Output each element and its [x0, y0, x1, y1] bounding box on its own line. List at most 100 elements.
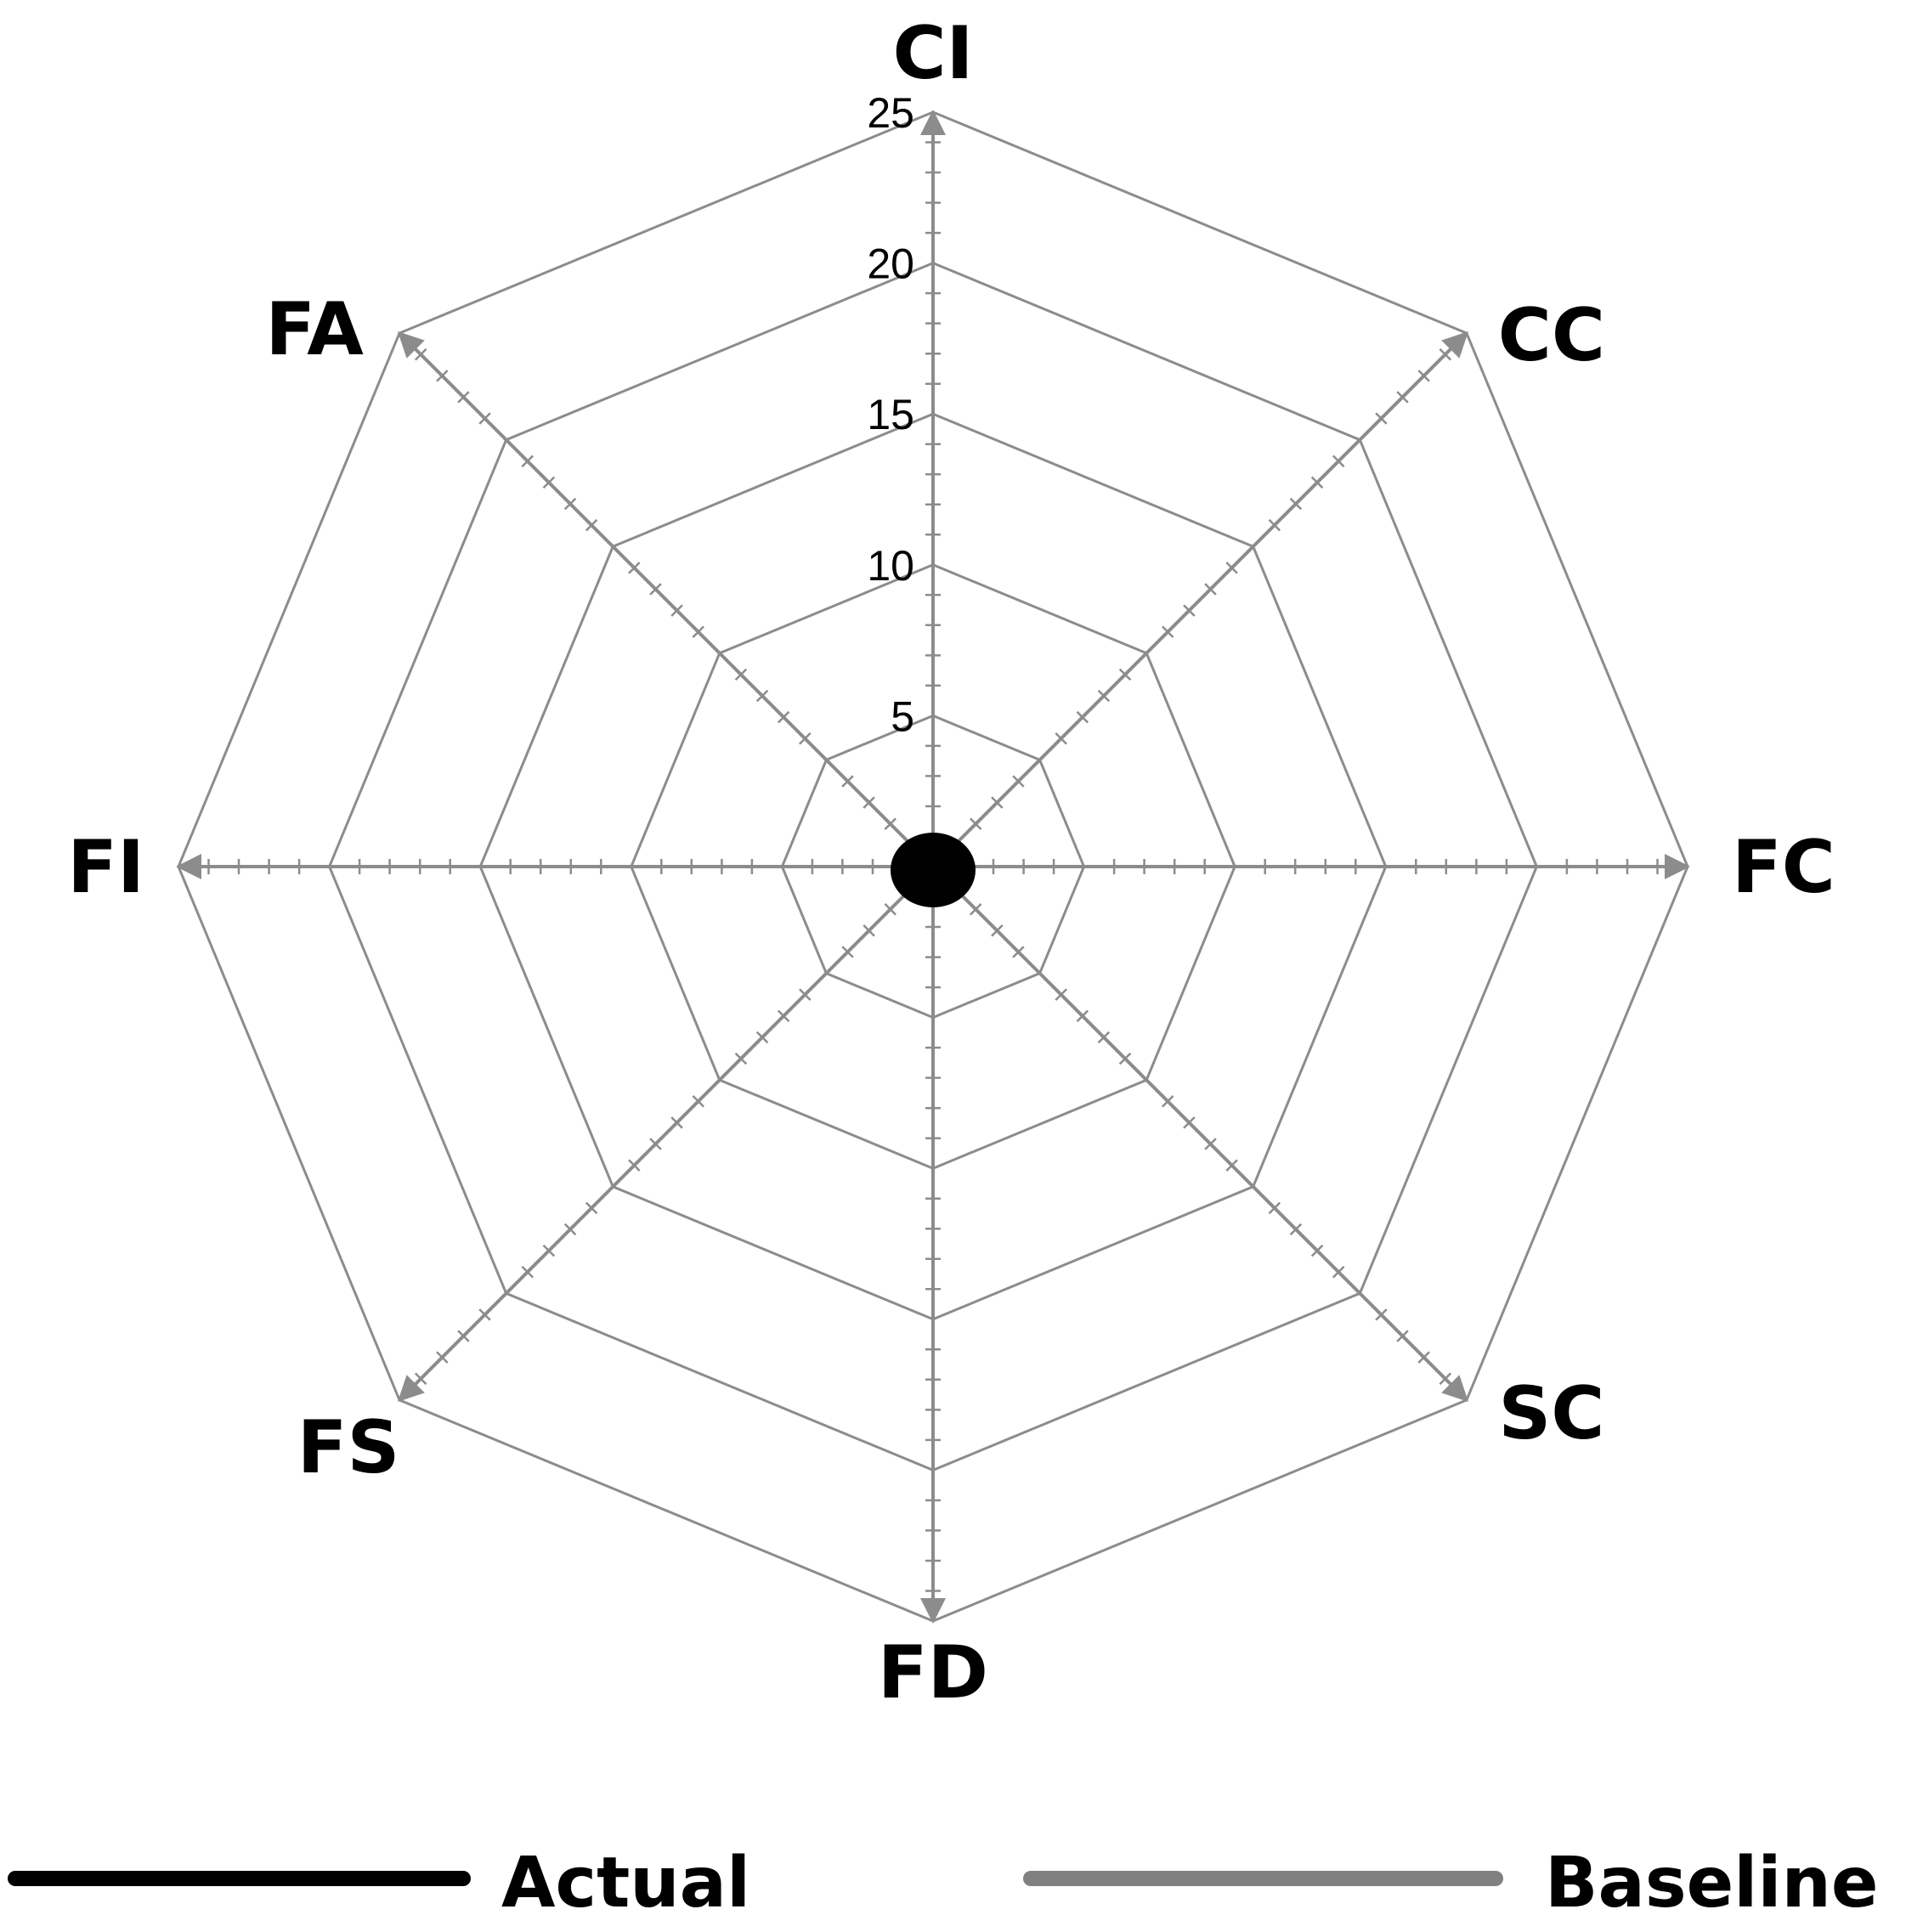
axis-tick: [884, 817, 896, 830]
axis-line-fa: [397, 330, 935, 868]
axis-tick: [863, 796, 875, 809]
axis-tick: [1012, 946, 1025, 958]
axis-tick: [521, 1265, 534, 1279]
axis-tick: [1076, 1009, 1089, 1023]
axis-tick: [1118, 1052, 1132, 1065]
axis-label-fc: FC: [1732, 825, 1835, 910]
axis-tick: [628, 562, 641, 574]
axis-line-cc: [931, 330, 1469, 868]
axis-tick: [436, 1351, 449, 1364]
axis-tick: [1417, 370, 1430, 382]
r-tick-label-20: 20: [867, 240, 914, 288]
axis-tick: [799, 732, 812, 745]
axis-tick: [585, 1201, 598, 1215]
axis-tick: [755, 689, 769, 703]
axis-tick: [1183, 1116, 1196, 1129]
axis-tick: [692, 625, 704, 638]
axis-tick: [478, 412, 491, 425]
axis-tick: [970, 817, 982, 830]
axis-tick: [692, 1095, 704, 1108]
axis-tick: [414, 347, 427, 361]
axis-tick: [734, 668, 748, 681]
axis-tick: [755, 1031, 769, 1044]
axis-tick: [1396, 1330, 1409, 1342]
axis-line-sc: [931, 865, 1469, 1403]
r-tick-label-15: 15: [867, 391, 914, 438]
series-actual-center-point: [891, 833, 976, 907]
axis-label-cc: CC: [1498, 293, 1605, 378]
axis-tick: [1225, 1159, 1238, 1172]
axis-tick: [649, 583, 662, 596]
legend: Actual Baseline: [8, 1843, 1878, 1924]
axis-tick: [991, 796, 1004, 809]
axis-tick: [841, 775, 854, 788]
axis-tick: [970, 903, 982, 916]
axis-tick: [1375, 1308, 1388, 1321]
axis-tick: [1417, 1351, 1430, 1364]
axis-tick: [670, 1116, 683, 1129]
axis-tick: [1076, 710, 1089, 724]
axis-tick: [414, 1372, 427, 1386]
axis-tick: [1012, 775, 1025, 788]
axis-tick: [649, 1138, 662, 1150]
r-tick-label-25: 25: [867, 89, 914, 137]
axis-label-ci: CI: [892, 11, 973, 96]
axis-tick: [1204, 583, 1217, 596]
axis-tick: [1055, 732, 1067, 745]
r-tick-label-10: 10: [867, 542, 914, 590]
axis-line-fs: [397, 865, 935, 1403]
axis-tick: [799, 988, 812, 1001]
legend-label-baseline: Baseline: [1545, 1843, 1878, 1924]
legend-label-actual: Actual: [501, 1843, 750, 1924]
axis-tick: [1289, 497, 1303, 511]
axis-tick: [1310, 476, 1324, 489]
axis-tick: [1097, 1031, 1111, 1044]
axis-tick: [628, 1159, 641, 1172]
r-tick-label-0: 0: [891, 844, 914, 891]
axis-tick: [777, 1009, 790, 1023]
axis-tick: [1310, 1244, 1324, 1257]
axis-tick: [1439, 1372, 1452, 1386]
axis-tick: [478, 1308, 491, 1321]
axis-tick: [1332, 1265, 1345, 1279]
axis-label-fa: FA: [265, 287, 364, 372]
axis-tick: [1289, 1223, 1303, 1236]
axis-tick: [542, 476, 556, 489]
axis-tick: [841, 946, 854, 958]
axis-tick: [734, 1052, 748, 1065]
axis-tick: [1375, 412, 1388, 425]
axis-tick: [1439, 347, 1452, 361]
axis-tick: [457, 1330, 470, 1342]
axis-tick: [563, 497, 577, 511]
axis-label-fs: FS: [297, 1405, 400, 1490]
axis-tick: [1396, 391, 1409, 404]
axis-label-fd: FD: [878, 1630, 988, 1715]
axis-tick: [436, 370, 449, 382]
axis-tick: [542, 1244, 556, 1257]
axis-tick: [457, 391, 470, 404]
axis-tick: [563, 1223, 577, 1236]
axis-tick: [1268, 1201, 1281, 1215]
axis-tick: [1204, 1138, 1217, 1150]
r-tick-label-5: 5: [891, 692, 914, 740]
axis-label-fi: FI: [67, 825, 144, 910]
radar-series: [891, 833, 976, 907]
axis-tick: [1162, 625, 1174, 638]
axis-label-sc: SC: [1498, 1371, 1604, 1456]
radar-axes: [176, 110, 1690, 1624]
axis-tick: [1055, 988, 1067, 1001]
axis-tick: [1225, 562, 1238, 574]
axis-tick: [991, 924, 1004, 937]
axis-tick: [1097, 689, 1111, 703]
axis-tick: [1183, 604, 1196, 617]
axis-tick: [884, 903, 896, 916]
axis-tick: [521, 455, 534, 468]
axis-tick: [863, 924, 875, 937]
axis-tick: [670, 604, 683, 617]
axis-tick: [777, 710, 790, 724]
axis-tick: [1268, 518, 1281, 532]
axis-tick: [1332, 455, 1345, 468]
axis-tick: [585, 518, 598, 532]
